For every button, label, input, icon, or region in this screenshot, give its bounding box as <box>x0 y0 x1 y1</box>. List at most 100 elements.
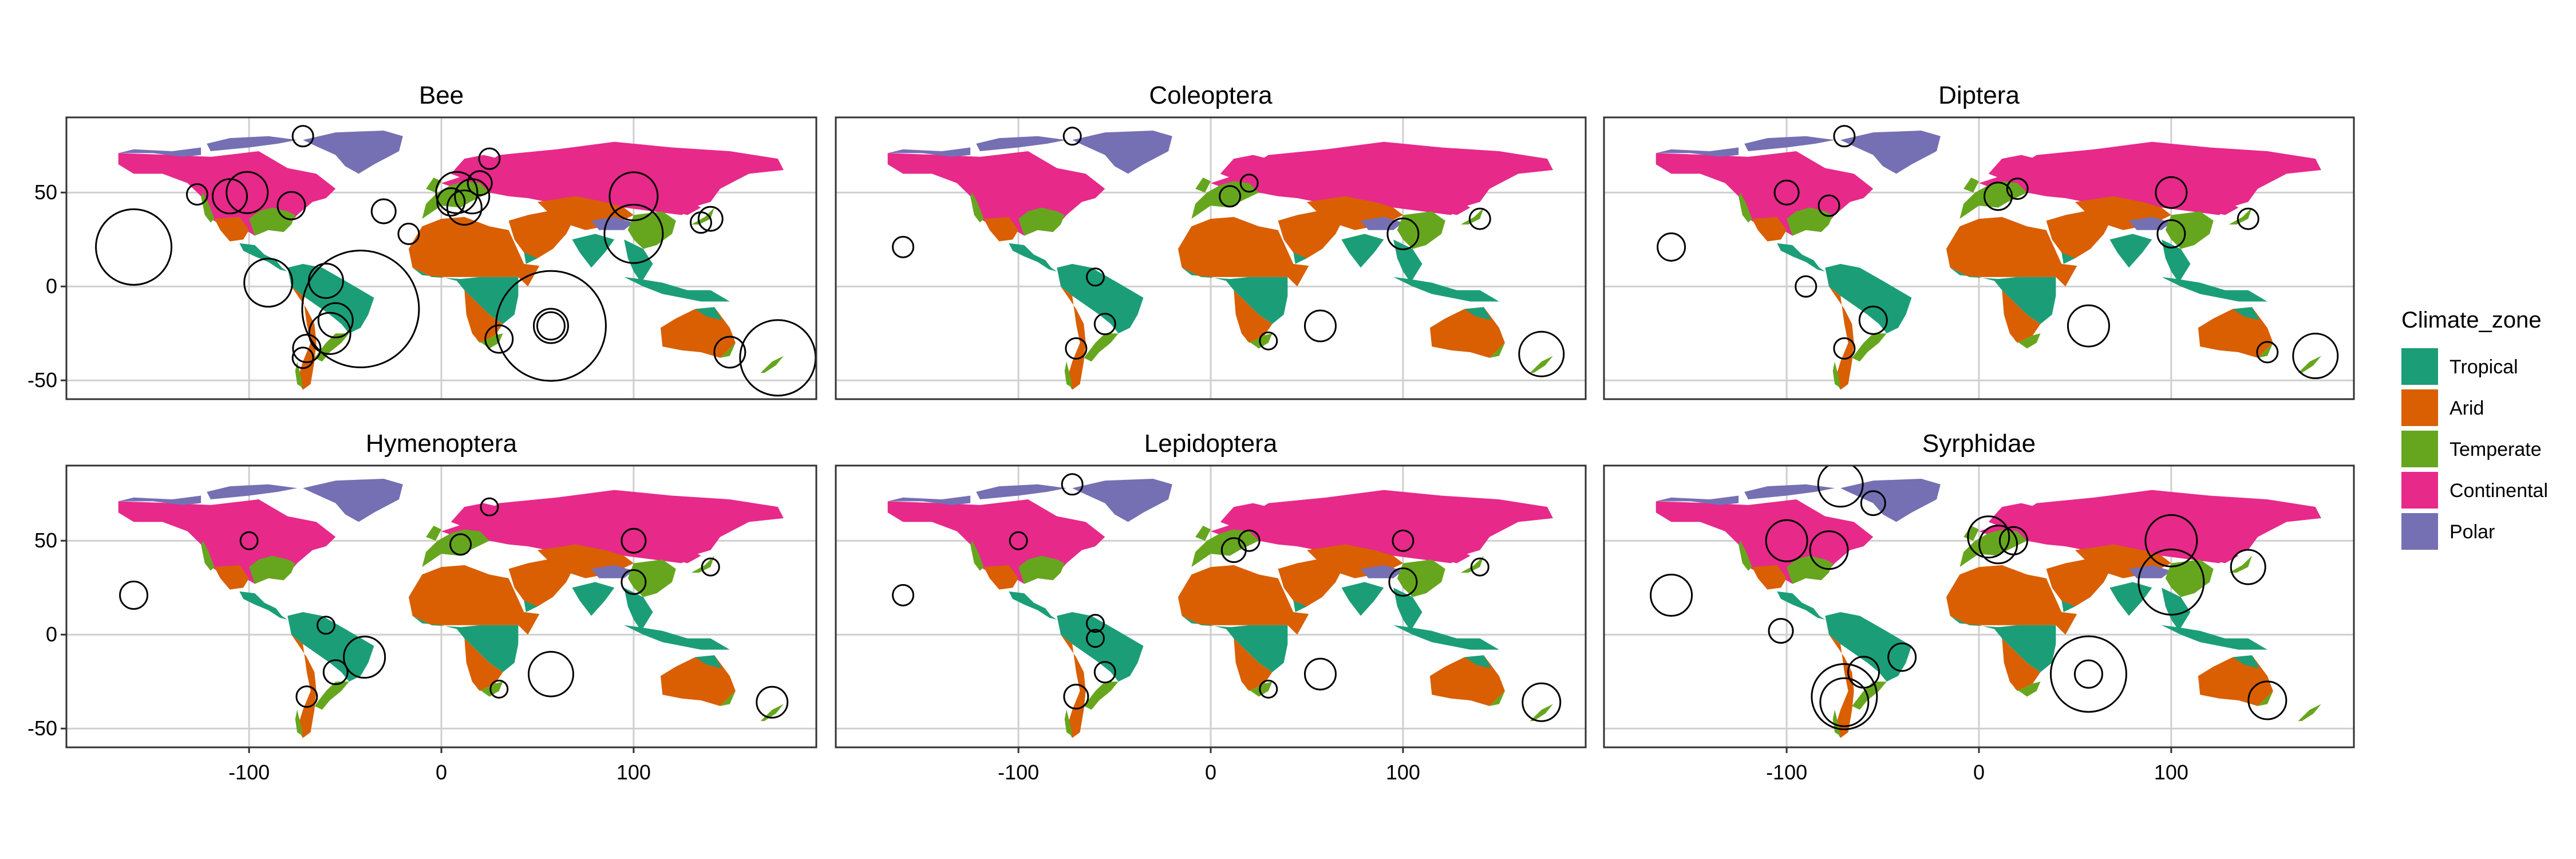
facet-title: Coleoptera <box>1149 81 1273 109</box>
site-circle <box>2155 176 2188 209</box>
site-circle <box>1303 657 1337 691</box>
site-circle <box>495 270 607 382</box>
site-circle <box>2230 549 2266 585</box>
panel-frame <box>835 116 1587 400</box>
site-circle <box>1984 182 2013 211</box>
y-tick-label: 0 <box>46 274 57 298</box>
facet-panel: Syrphidae <box>1603 430 2355 784</box>
x-tick-label: -100 <box>228 761 270 784</box>
site-circle <box>1818 194 1840 217</box>
site-circle <box>316 616 335 635</box>
site-circle <box>2247 680 2287 720</box>
site-circle <box>1238 529 1261 552</box>
world-map <box>1656 478 2321 738</box>
site-circle <box>1085 614 1105 633</box>
site-circle <box>892 584 915 606</box>
site-circle <box>478 147 501 170</box>
legend-label: Arid <box>2449 397 2484 419</box>
site-circle <box>1062 127 1082 146</box>
site-circle <box>307 262 344 299</box>
site-circle <box>480 497 499 517</box>
legend-swatch <box>2401 513 2438 550</box>
site-circle <box>1093 661 1116 684</box>
site-circle <box>2156 219 2186 249</box>
site-circle <box>292 333 322 363</box>
site-circle <box>95 208 173 286</box>
site-circle <box>1809 530 1849 570</box>
site-circle <box>2144 514 2198 568</box>
site-circle <box>1239 174 1259 193</box>
legend-label: Temperate <box>2449 439 2542 460</box>
x-tick-label: -100 <box>998 761 1039 784</box>
facet-panel: Lepidoptera <box>835 430 1587 784</box>
site-circle <box>1817 466 1864 508</box>
site-circle <box>1303 309 1337 342</box>
site-circle <box>1518 330 1565 377</box>
x-tick-label: 100 <box>1386 761 1420 784</box>
site-circle <box>1887 643 1917 672</box>
site-circle <box>1773 179 1800 206</box>
site-circle <box>1768 618 1794 644</box>
site-circle <box>2067 304 2110 348</box>
site-circle <box>295 685 318 708</box>
facet-panel: Diptera <box>1603 81 2355 400</box>
site-circle <box>1085 267 1105 287</box>
facet-title: Lepidoptera <box>1144 430 1278 458</box>
legend-swatch <box>2401 472 2438 509</box>
site-circle <box>1522 682 1562 722</box>
site-circle <box>449 533 472 556</box>
site-circle <box>1650 573 1693 617</box>
site-circle <box>621 527 647 554</box>
site-circle <box>609 171 659 222</box>
site-circle <box>1085 629 1105 648</box>
facet-title: Bee <box>419 81 464 109</box>
site-circle <box>467 170 493 196</box>
legend-swatch <box>2401 389 2438 426</box>
site-circle <box>1978 525 2018 565</box>
y-tick-label: -50 <box>27 368 57 392</box>
world-map <box>118 478 784 738</box>
site-circle <box>446 189 483 226</box>
site-circle <box>1093 313 1116 336</box>
site-circle <box>1795 275 1818 298</box>
panel-frame <box>1603 116 2355 400</box>
legend-title: Climate_zone <box>2401 308 2542 333</box>
site-circle <box>322 659 349 685</box>
site-circle <box>2073 659 2103 689</box>
site-circle <box>1061 473 1084 496</box>
site-circle <box>397 222 420 245</box>
legend-label: Polar <box>2449 521 2495 543</box>
site-circle <box>756 685 789 719</box>
site-circle <box>291 346 314 369</box>
x-tick-label: 100 <box>617 761 651 784</box>
site-circle <box>454 178 491 215</box>
site-circle <box>689 211 712 234</box>
site-circle <box>1388 567 1418 597</box>
site-circle <box>489 679 509 699</box>
world-map <box>887 130 1553 390</box>
site-circle <box>212 178 248 215</box>
world-map <box>1656 130 2321 390</box>
x-tick-label: 100 <box>2154 761 2188 784</box>
site-circle <box>713 336 746 369</box>
legend: Climate_zone Tropical Arid Temperate Contine… <box>2401 308 2548 550</box>
site-circle <box>2256 341 2279 364</box>
facet-title: Hymenoptera <box>366 430 517 458</box>
site-circle <box>1858 305 1888 335</box>
world-map <box>887 478 1553 738</box>
legend-swatch <box>2401 431 2438 467</box>
facet-panel: Bee <box>27 81 817 400</box>
site-circle <box>276 191 306 220</box>
facet-panel: Hymenoptera <box>27 430 817 784</box>
site-circle <box>1967 515 2010 559</box>
site-circle <box>484 324 514 354</box>
x-tick-label: 0 <box>1205 761 1216 784</box>
facet-title: Syrphidae <box>1922 430 2036 458</box>
site-circle <box>301 250 420 369</box>
site-circle <box>1765 519 1808 562</box>
site-circle <box>1259 331 1278 350</box>
site-circle <box>701 557 720 577</box>
site-circle <box>1386 217 1420 250</box>
site-circle <box>2292 333 2339 380</box>
